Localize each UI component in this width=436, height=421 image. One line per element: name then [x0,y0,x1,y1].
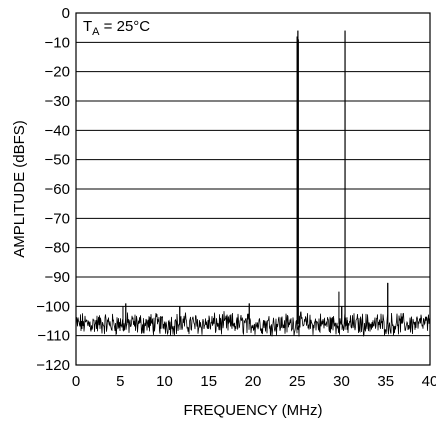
x-tick-label: 20 [245,373,262,390]
x-tick-label: 5 [116,373,124,390]
x-tick-label: 10 [156,373,173,390]
y-tick-label: −70 [45,210,70,227]
annotation-prefix: T [83,18,92,35]
y-tick-labels: 0 −10 −20 −30 −40 −50 −60 −70 −80 −90 −100 −110 −120 [36,5,70,374]
temperature-annotation: TA = 25°C [83,18,150,38]
x-tick-labels: 0 5 10 15 20 25 30 35 40 [72,373,436,390]
y-tick-label: 0 [62,5,70,22]
y-tick-label: −50 [45,152,70,169]
spectrum-trace [75,30,431,338]
x-axis-label: FREQUENCY (MHz) [184,402,323,419]
x-tick-label: 40 [422,373,436,390]
y-tick-label: −10 [45,34,70,51]
y-tick-label: −90 [45,269,70,286]
y-tick-label: −80 [45,240,70,257]
gridlines [76,41,430,337]
y-tick-label: −20 [45,64,70,81]
noise-floor-trace [75,30,431,338]
y-tick-label: −110 [37,328,70,345]
y-tick-label: −60 [45,181,70,198]
annotation-suffix: = 25°C [100,18,151,35]
x-tick-label: 30 [333,373,350,390]
x-tick-label: 15 [200,373,217,390]
annotation-subscript: A [92,26,100,38]
x-tick-label: 35 [377,373,394,390]
plot-frame [75,12,431,366]
y-tick-label: −40 [45,122,70,139]
x-tick-label: 0 [72,373,80,390]
y-axis-label: AMPLITUDE (dBFS) [11,120,28,258]
y-tick-label: −30 [45,93,70,110]
x-tick-label: 25 [289,373,306,390]
y-tick-label: −100 [36,298,70,315]
y-tick-label: −120 [36,357,70,374]
